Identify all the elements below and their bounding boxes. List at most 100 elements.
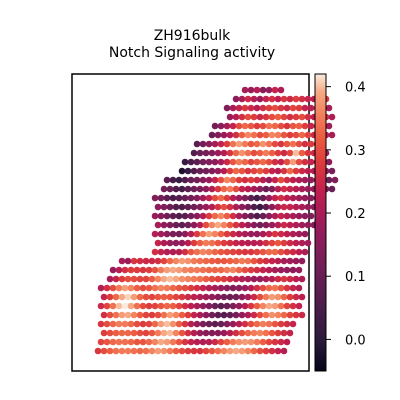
spot bbox=[193, 230, 201, 238]
spot bbox=[190, 185, 198, 193]
spot bbox=[142, 347, 150, 355]
spot bbox=[250, 131, 258, 139]
spot bbox=[133, 302, 141, 310]
spot bbox=[178, 239, 186, 247]
spot bbox=[280, 113, 288, 121]
spot bbox=[151, 284, 159, 292]
spot bbox=[262, 185, 270, 193]
spot bbox=[139, 320, 147, 328]
spot bbox=[220, 329, 228, 337]
spot bbox=[178, 311, 186, 319]
spot bbox=[292, 293, 300, 301]
spot bbox=[262, 203, 270, 211]
spot bbox=[274, 113, 282, 121]
spot bbox=[151, 194, 159, 202]
spot bbox=[154, 275, 162, 283]
spot bbox=[283, 212, 291, 220]
spot bbox=[196, 203, 204, 211]
spot bbox=[217, 266, 225, 274]
spot bbox=[274, 95, 282, 103]
spot bbox=[277, 122, 285, 130]
spot bbox=[274, 257, 282, 265]
spot bbox=[250, 95, 258, 103]
spot bbox=[205, 284, 213, 292]
spot bbox=[181, 248, 189, 256]
spot bbox=[271, 104, 279, 112]
spot bbox=[238, 257, 246, 265]
spot bbox=[202, 239, 210, 247]
spot bbox=[166, 329, 174, 337]
spot bbox=[247, 284, 255, 292]
spot bbox=[187, 248, 195, 256]
spot bbox=[268, 293, 276, 301]
spot bbox=[97, 320, 105, 328]
spot bbox=[151, 212, 159, 220]
spot bbox=[175, 266, 183, 274]
spot bbox=[187, 194, 195, 202]
spot bbox=[223, 122, 231, 130]
spot bbox=[205, 338, 213, 346]
spot bbox=[259, 176, 267, 184]
spot bbox=[247, 338, 255, 346]
spot bbox=[232, 95, 240, 103]
spot bbox=[169, 302, 177, 310]
spot bbox=[151, 302, 159, 310]
spot bbox=[256, 185, 264, 193]
spot bbox=[277, 302, 285, 310]
spot bbox=[331, 176, 339, 184]
spot bbox=[247, 176, 255, 184]
spot bbox=[301, 158, 309, 166]
spot bbox=[256, 257, 264, 265]
spot bbox=[277, 176, 285, 184]
spot bbox=[259, 86, 267, 94]
spot bbox=[217, 122, 225, 130]
spot bbox=[295, 104, 303, 112]
spot bbox=[190, 347, 198, 355]
spot bbox=[277, 86, 285, 94]
spot bbox=[220, 257, 228, 265]
spot bbox=[127, 320, 135, 328]
spot bbox=[280, 131, 288, 139]
spot bbox=[232, 113, 240, 121]
spot bbox=[208, 221, 216, 229]
spot bbox=[181, 320, 189, 328]
spot bbox=[325, 104, 333, 112]
spot bbox=[289, 212, 297, 220]
spot bbox=[214, 257, 222, 265]
spot bbox=[241, 158, 249, 166]
spot bbox=[169, 266, 177, 274]
spot bbox=[241, 122, 249, 130]
spot bbox=[217, 230, 225, 238]
spot bbox=[193, 248, 201, 256]
spot bbox=[271, 338, 279, 346]
spot bbox=[160, 239, 168, 247]
spot bbox=[274, 311, 282, 319]
spot bbox=[244, 239, 252, 247]
spot bbox=[208, 275, 216, 283]
spot bbox=[277, 284, 285, 292]
spot bbox=[157, 302, 165, 310]
spot bbox=[325, 176, 333, 184]
spot bbox=[286, 95, 294, 103]
spot bbox=[235, 338, 243, 346]
spot bbox=[289, 194, 297, 202]
colorbar-tick-label: 0.3 bbox=[345, 144, 366, 159]
spot bbox=[235, 122, 243, 130]
spot bbox=[304, 167, 312, 175]
spot bbox=[253, 230, 261, 238]
spot bbox=[229, 212, 237, 220]
spot bbox=[277, 230, 285, 238]
spot bbox=[151, 248, 159, 256]
spot bbox=[157, 230, 165, 238]
spot bbox=[226, 257, 234, 265]
spot bbox=[289, 320, 297, 328]
spot bbox=[169, 230, 177, 238]
spot bbox=[256, 167, 264, 175]
spot bbox=[283, 320, 291, 328]
spot bbox=[196, 329, 204, 337]
spot bbox=[106, 347, 114, 355]
spot bbox=[250, 149, 258, 157]
spot bbox=[280, 275, 288, 283]
spot bbox=[97, 302, 105, 310]
spot bbox=[229, 302, 237, 310]
